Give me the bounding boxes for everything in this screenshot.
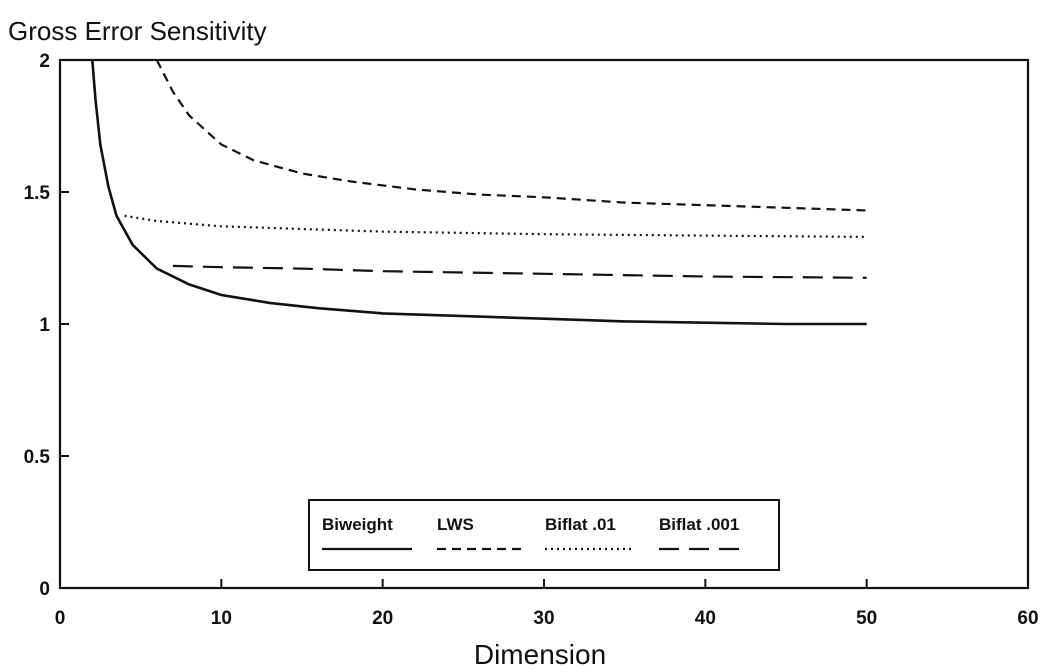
x-axis-label: Dimension [474,639,606,668]
series-line-1 [91,59,867,326]
x-tick-label: 20 [372,608,393,629]
y-tick-label: 0.5 [24,447,51,468]
series-line-4 [172,264,867,279]
legend-label: Biflat .001 [659,515,739,534]
x-axis-ticks: 0 10 20 30 40 50 60 [55,579,1039,629]
x-tick-label: 10 [211,608,232,629]
x-tick-label: 0 [55,608,66,629]
series-line-3 [124,214,867,238]
legend-label: Biflat .01 [545,515,616,534]
chart-title: Gross Error Sensitivity [8,16,267,46]
y-tick-label: 1.5 [24,183,51,204]
y-tick-label: 0 [39,579,50,600]
x-tick-label: 40 [695,608,716,629]
legend-label: Biweight [322,515,393,534]
series-line-2 [155,59,867,212]
legend: Biweight LWS Biflat .01 Biflat .001 [308,499,780,571]
series-lines [91,59,867,326]
y-axis-ticks: 0 0.5 1 1.5 2 [24,51,69,600]
y-tick-label: 2 [39,51,50,72]
x-tick-label: 50 [856,608,877,629]
legend-label: LWS [437,515,474,534]
y-tick-label: 1 [39,315,50,336]
legend-box [308,499,780,571]
x-tick-label: 30 [533,608,554,629]
x-tick-label: 60 [1017,608,1038,629]
